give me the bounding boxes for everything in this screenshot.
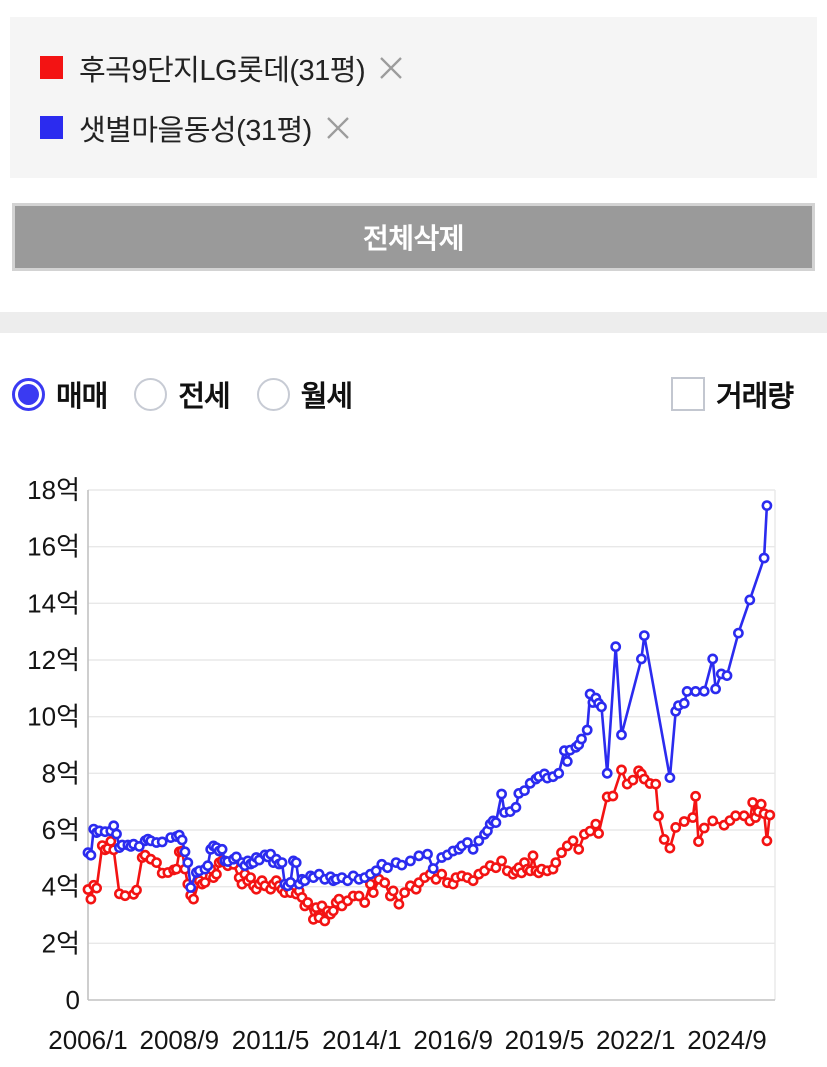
legend-item-red: 후곡9단지LG롯데(31평) xyxy=(40,51,817,87)
svg-text:2011/5: 2011/5 xyxy=(232,1025,310,1055)
complex-name-label: 샛별마을동성(31평) xyxy=(79,114,312,147)
svg-text:2016/9: 2016/9 xyxy=(413,1025,493,1055)
radio-wolse[interactable]: 월세 xyxy=(256,373,353,415)
svg-text:2008/9: 2008/9 xyxy=(140,1025,220,1055)
remove-icon[interactable] xyxy=(324,114,352,142)
svg-text:18억: 18억 xyxy=(27,475,80,505)
series-color-swatch xyxy=(40,56,63,79)
remove-icon[interactable] xyxy=(377,54,405,82)
svg-text:0: 0 xyxy=(66,985,80,1015)
svg-text:12억: 12억 xyxy=(27,645,80,675)
section-divider xyxy=(0,312,827,333)
svg-text:2024/9: 2024/9 xyxy=(687,1025,767,1055)
selected-complexes-panel: 후곡9단지LG롯데(31평) 샛별마을동성(31평) xyxy=(10,17,817,178)
svg-text:6억: 6억 xyxy=(42,815,80,845)
svg-text:16억: 16억 xyxy=(27,532,80,562)
radio-maemae[interactable]: 매매 xyxy=(12,373,108,415)
price-history-chart: 0 2억 4억 6억 8억 10억 12억 14억 16억 18억 2006/1 2008/9 2011… xyxy=(27,475,776,1055)
delete-all-button[interactable]: 전체삭제 xyxy=(12,203,815,271)
svg-text:4억: 4억 xyxy=(42,872,80,902)
svg-text:10억: 10억 xyxy=(27,702,80,732)
radio-unselected-icon xyxy=(256,377,290,411)
radio-unselected-icon xyxy=(134,377,168,411)
svg-text:2014/1: 2014/1 xyxy=(322,1025,402,1055)
checkbox-icon xyxy=(670,377,705,411)
chart-controls: 매매 전세 월세 거래량 xyxy=(12,373,794,415)
svg-text:2019/5: 2019/5 xyxy=(505,1025,585,1055)
legend-item-blue: 샛별마을동성(31평) xyxy=(40,111,817,147)
radio-selected-icon xyxy=(12,377,45,411)
svg-text:14억: 14억 xyxy=(27,588,80,618)
svg-text:2억: 2억 xyxy=(42,928,80,958)
volume-checkbox[interactable]: 거래량 xyxy=(670,373,794,415)
svg-text:2022/1: 2022/1 xyxy=(596,1025,676,1055)
complex-name-label: 후곡9단지LG롯데(31평) xyxy=(79,54,366,87)
svg-text:8억: 8억 xyxy=(42,758,80,788)
radio-jeonse[interactable]: 전세 xyxy=(134,373,231,415)
svg-text:2006/1: 2006/1 xyxy=(48,1025,128,1055)
trade-type-radio-group: 매매 전세 월세 xyxy=(12,373,353,415)
series-color-swatch xyxy=(40,116,63,139)
